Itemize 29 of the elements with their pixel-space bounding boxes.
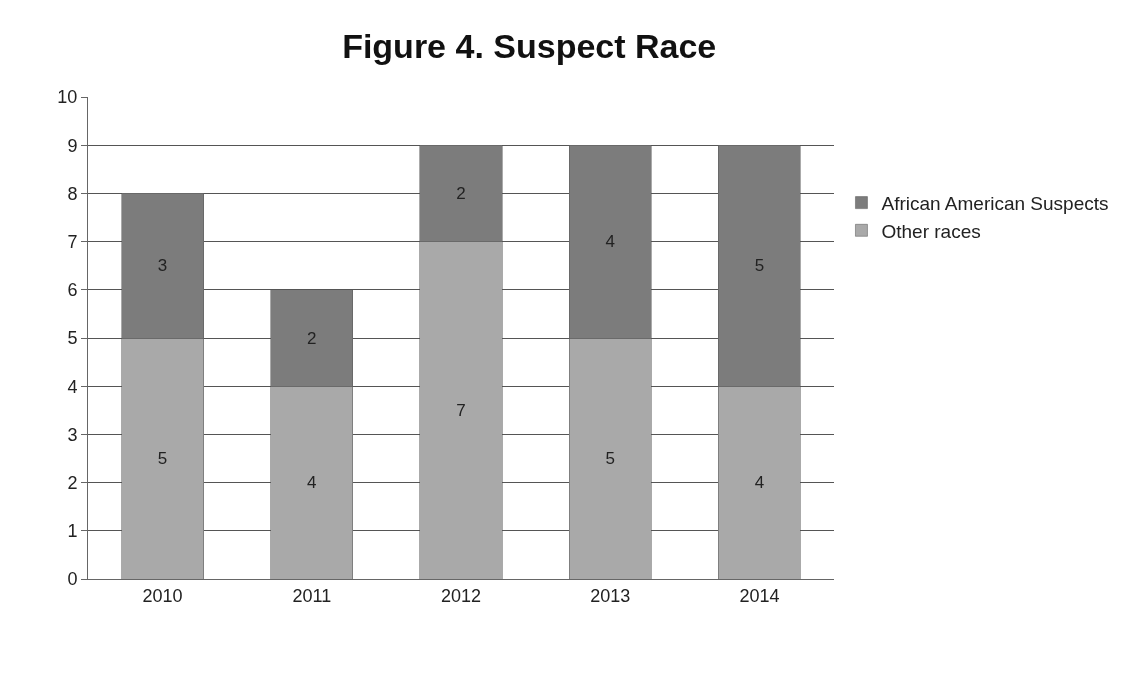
data-label: 4 [754,473,765,493]
data-label: 7 [456,400,466,420]
x-tick-label: 2013 [590,585,631,606]
y-tick-label: 4 [67,376,78,397]
x-tick-label: 2011 [292,585,332,606]
legend-label: Other races [881,220,981,242]
x-tick-label: 2012 [440,585,482,606]
legend-label: African American Suspects [881,193,1109,215]
data-label: 4 [307,473,317,493]
chart-title: Figure 4. Suspect Race [342,26,717,65]
x-tick-label: 2010 [142,585,183,606]
data-label: 2 [307,328,317,348]
y-tick-label: 5 [67,328,78,349]
y-tick-label: 6 [67,280,78,301]
data-label: 3 [157,256,168,276]
y-tick-label: 3 [67,424,78,445]
y-tick-label: 10 [57,87,78,108]
data-label: 2 [456,183,466,203]
data-label: 5 [605,449,615,468]
x-tick-label: 2014 [739,585,780,606]
data-label: 5 [754,256,765,276]
y-tick-label: 7 [67,231,78,252]
y-tick-label: 9 [67,135,78,156]
data-label: 5 [157,449,168,468]
y-tick-label: 0 [67,569,78,590]
y-tick-label: 1 [67,521,78,542]
data-label: 4 [605,232,615,252]
y-tick-label: 2 [67,472,78,493]
y-tick-label: 8 [67,183,78,204]
